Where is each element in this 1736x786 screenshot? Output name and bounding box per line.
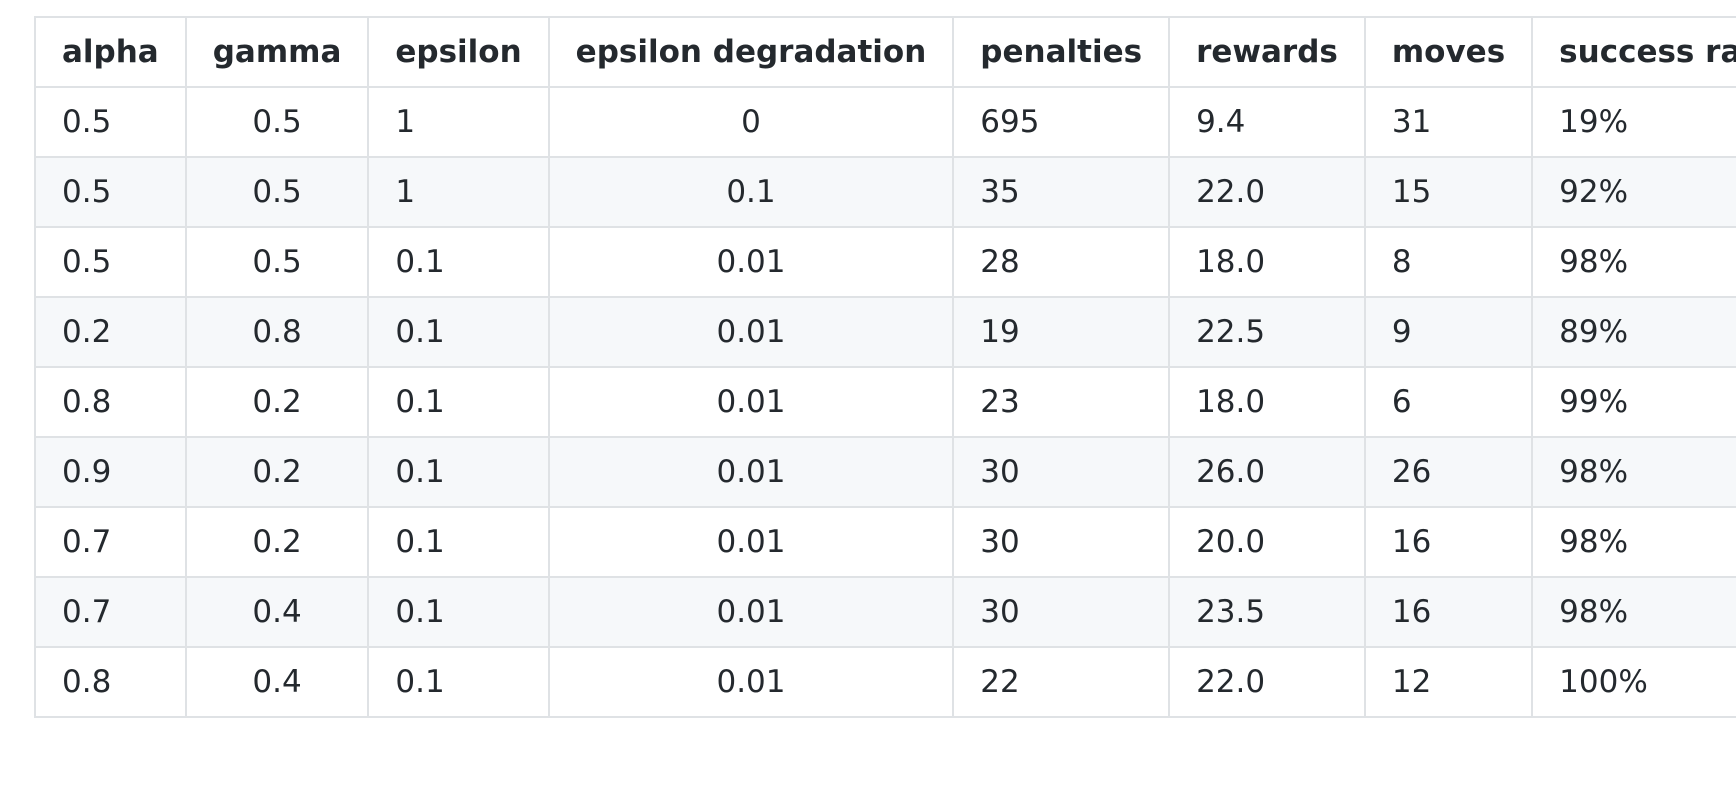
cell-epsilon: 0.1 (367, 646, 550, 718)
cell-alpha: 0.7 (34, 506, 187, 578)
cell-gamma: 0.4 (184, 646, 370, 718)
cell-rewards: 26.0 (1168, 436, 1366, 508)
table-row: 0.5 0.5 0.1 0.01 28 18.0 8 98% (34, 226, 1736, 298)
header-penalties: penalties (952, 16, 1171, 88)
cell-success-rate: 89% (1531, 296, 1736, 368)
cell-rewards: 22.0 (1168, 646, 1366, 718)
cell-moves: 8 (1363, 226, 1534, 298)
cell-penalties: 22 (952, 646, 1171, 718)
table-row: 0.7 0.4 0.1 0.01 30 23.5 16 98% (34, 576, 1736, 648)
header-row: alpha gamma epsilon epsilon degradation … (34, 16, 1736, 88)
cell-rewards: 22.0 (1168, 156, 1366, 228)
cell-gamma: 0.2 (184, 506, 370, 578)
results-table: alpha gamma epsilon epsilon degradation … (34, 16, 1736, 718)
table-row: 0.2 0.8 0.1 0.01 19 22.5 9 89% (34, 296, 1736, 368)
cell-penalties: 695 (952, 86, 1171, 158)
header-epsilon: epsilon (367, 16, 550, 88)
cell-alpha: 0.9 (34, 436, 187, 508)
table-body: 0.5 0.5 1 0 695 9.4 31 19% 0.5 0.5 1 0.1 35 22.0 15 92%… (34, 86, 1736, 718)
cell-epsilon: 0.1 (367, 366, 550, 438)
results-table-container: alpha gamma epsilon epsilon degradation … (34, 16, 1736, 718)
cell-epsilon: 1 (367, 86, 550, 158)
cell-success-rate: 19% (1531, 86, 1736, 158)
cell-moves: 9 (1363, 296, 1534, 368)
cell-moves: 16 (1363, 506, 1534, 578)
cell-alpha: 0.7 (34, 576, 187, 648)
cell-moves: 6 (1363, 366, 1534, 438)
cell-success-rate: 98% (1531, 226, 1736, 298)
cell-rewards: 22.5 (1168, 296, 1366, 368)
cell-rewards: 18.0 (1168, 366, 1366, 438)
cell-success-rate: 98% (1531, 576, 1736, 648)
cell-epsilon: 0.1 (367, 576, 550, 648)
cell-alpha: 0.8 (34, 646, 187, 718)
cell-moves: 31 (1363, 86, 1534, 158)
header-alpha: alpha (34, 16, 187, 88)
cell-epsilon-degradation: 0 (547, 86, 955, 158)
cell-alpha: 0.2 (34, 296, 187, 368)
cell-epsilon-degradation: 0.01 (547, 226, 955, 298)
cell-gamma: 0.5 (184, 86, 370, 158)
cell-success-rate: 100% (1531, 646, 1736, 718)
cell-alpha: 0.8 (34, 366, 187, 438)
cell-gamma: 0.4 (184, 576, 370, 648)
table-row: 0.8 0.4 0.1 0.01 22 22.0 12 100% (34, 646, 1736, 718)
cell-penalties: 19 (952, 296, 1171, 368)
table-row: 0.5 0.5 1 0.1 35 22.0 15 92% (34, 156, 1736, 228)
cell-penalties: 23 (952, 366, 1171, 438)
cell-penalties: 30 (952, 506, 1171, 578)
cell-penalties: 30 (952, 436, 1171, 508)
cell-rewards: 23.5 (1168, 576, 1366, 648)
cell-moves: 16 (1363, 576, 1534, 648)
cell-epsilon: 0.1 (367, 226, 550, 298)
cell-epsilon: 0.1 (367, 296, 550, 368)
cell-gamma: 0.2 (184, 436, 370, 508)
cell-gamma: 0.2 (184, 366, 370, 438)
table-row: 0.8 0.2 0.1 0.01 23 18.0 6 99% (34, 366, 1736, 438)
cell-success-rate: 98% (1531, 506, 1736, 578)
cell-epsilon-degradation: 0.1 (547, 156, 955, 228)
cell-success-rate: 92% (1531, 156, 1736, 228)
cell-gamma: 0.5 (184, 156, 370, 228)
cell-success-rate: 98% (1531, 436, 1736, 508)
cell-epsilon-degradation: 0.01 (547, 646, 955, 718)
cell-gamma: 0.8 (184, 296, 370, 368)
cell-epsilon-degradation: 0.01 (547, 506, 955, 578)
header-rewards: rewards (1168, 16, 1366, 88)
table-row: 0.9 0.2 0.1 0.01 30 26.0 26 98% (34, 436, 1736, 508)
cell-moves: 26 (1363, 436, 1534, 508)
cell-penalties: 28 (952, 226, 1171, 298)
cell-gamma: 0.5 (184, 226, 370, 298)
cell-rewards: 18.0 (1168, 226, 1366, 298)
header-epsilon-degradation: epsilon degradation (547, 16, 955, 88)
cell-epsilon-degradation: 0.01 (547, 366, 955, 438)
cell-rewards: 20.0 (1168, 506, 1366, 578)
header-gamma: gamma (184, 16, 370, 88)
header-success-rate: success rate (1531, 16, 1736, 88)
cell-epsilon-degradation: 0.01 (547, 436, 955, 508)
cell-moves: 15 (1363, 156, 1534, 228)
header-moves: moves (1363, 16, 1534, 88)
cell-moves: 12 (1363, 646, 1534, 718)
cell-success-rate: 99% (1531, 366, 1736, 438)
cell-epsilon: 0.1 (367, 506, 550, 578)
cell-rewards: 9.4 (1168, 86, 1366, 158)
cell-alpha: 0.5 (34, 86, 187, 158)
cell-penalties: 30 (952, 576, 1171, 648)
cell-alpha: 0.5 (34, 226, 187, 298)
cell-alpha: 0.5 (34, 156, 187, 228)
table-row: 0.7 0.2 0.1 0.01 30 20.0 16 98% (34, 506, 1736, 578)
cell-epsilon: 1 (367, 156, 550, 228)
cell-penalties: 35 (952, 156, 1171, 228)
table-row: 0.5 0.5 1 0 695 9.4 31 19% (34, 86, 1736, 158)
cell-epsilon: 0.1 (367, 436, 550, 508)
cell-epsilon-degradation: 0.01 (547, 576, 955, 648)
cell-epsilon-degradation: 0.01 (547, 296, 955, 368)
